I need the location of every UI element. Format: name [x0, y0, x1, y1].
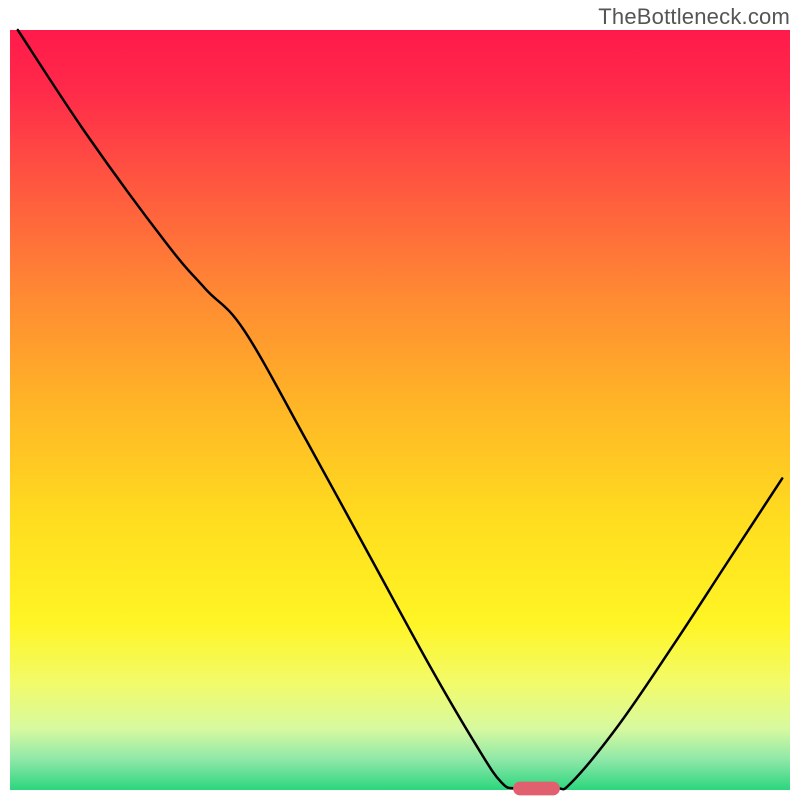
bottleneck-chart [0, 0, 800, 800]
chart-background [10, 30, 790, 790]
optimum-marker [513, 782, 560, 796]
watermark-text: TheBottleneck.com [598, 4, 790, 30]
